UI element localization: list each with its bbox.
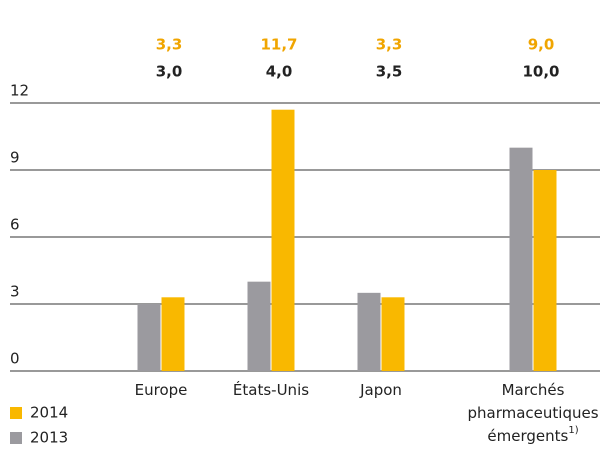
x-tick-label-line: États-Unis	[233, 380, 309, 399]
y-tick-label: 3	[10, 283, 20, 301]
value-label: 9,0	[528, 36, 555, 54]
value-label: 3,0	[156, 63, 183, 81]
value-label: 4,0	[266, 63, 293, 81]
bar	[533, 170, 557, 371]
legend-swatch	[10, 432, 22, 444]
bar	[381, 297, 405, 371]
x-tick-label-line: Japon	[359, 381, 402, 399]
bar	[357, 292, 381, 371]
bar	[247, 281, 271, 371]
x-tick-label-line: pharmaceutiques	[467, 404, 598, 422]
legend-label: 2014	[30, 404, 68, 422]
bar	[271, 109, 295, 371]
x-tick-label: Europe	[135, 381, 188, 399]
value-label: 3,3	[376, 36, 403, 54]
y-tick-label: 0	[10, 350, 20, 368]
footnote-mark: 1)	[568, 425, 578, 436]
x-tick-label-line: Marchés	[502, 381, 565, 399]
bar	[137, 304, 161, 371]
legend-label: 2013	[30, 429, 68, 447]
x-tick-label: États-Unis	[233, 380, 309, 399]
y-tick-label: 12	[10, 82, 29, 100]
x-tick-label: Japon	[359, 381, 402, 399]
value-label: 3,5	[376, 63, 403, 81]
value-label: 11,7	[260, 36, 297, 54]
value-label: 10,0	[522, 63, 559, 81]
x-tick-label: Marchés pharmaceutiques émergents1)	[467, 381, 598, 445]
y-tick-label: 9	[10, 149, 20, 167]
value-label: 3,3	[156, 36, 183, 54]
bar	[509, 147, 533, 371]
x-tick-label-line: émergents	[487, 427, 568, 445]
y-tick-label: 6	[10, 216, 20, 234]
x-tick-label-line: Europe	[135, 381, 188, 399]
bar	[161, 297, 185, 371]
legend-swatch	[10, 407, 22, 419]
